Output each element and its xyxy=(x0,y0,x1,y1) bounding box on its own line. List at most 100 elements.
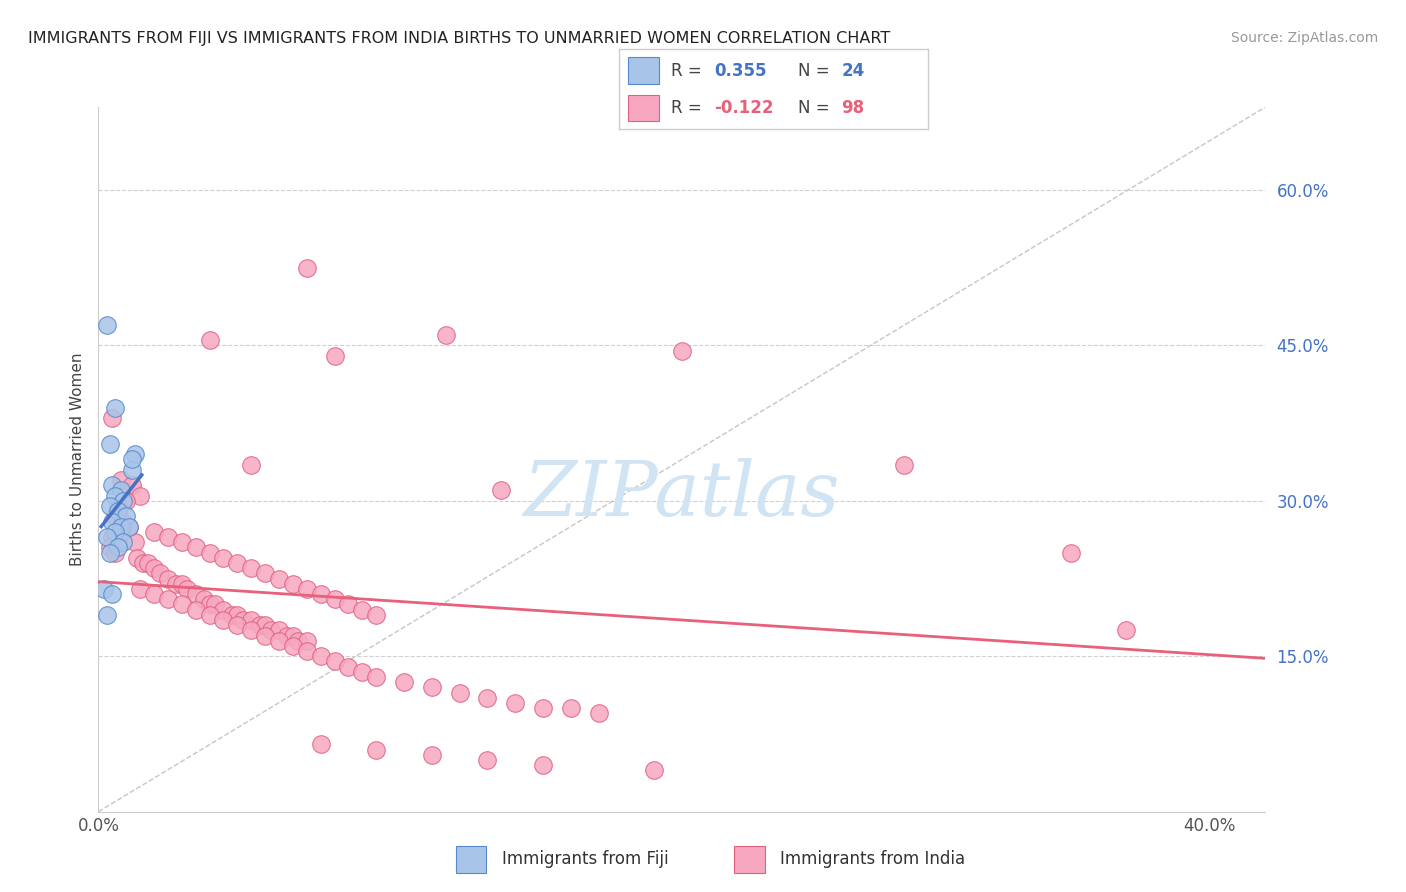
Point xyxy=(156,530,179,544)
Point xyxy=(212,613,235,627)
Point xyxy=(240,561,263,575)
Point xyxy=(309,587,332,601)
Point xyxy=(531,758,554,772)
Point xyxy=(110,524,132,539)
Point xyxy=(204,598,226,612)
Point xyxy=(434,328,457,343)
Point xyxy=(165,576,187,591)
Point xyxy=(295,260,318,275)
Point xyxy=(449,685,471,699)
Point xyxy=(249,618,271,632)
Point xyxy=(132,556,155,570)
Text: N =: N = xyxy=(799,99,835,117)
Point xyxy=(352,665,374,679)
Point xyxy=(198,598,221,612)
Point xyxy=(337,659,360,673)
Point xyxy=(392,675,415,690)
FancyBboxPatch shape xyxy=(734,847,765,873)
Point xyxy=(176,582,198,596)
Point xyxy=(212,550,235,565)
Point xyxy=(337,598,360,612)
Point xyxy=(121,452,143,467)
Point xyxy=(295,582,318,596)
Point xyxy=(110,520,132,534)
Text: IMMIGRANTS FROM FIJI VS IMMIGRANTS FROM INDIA BIRTHS TO UNMARRIED WOMEN CORRELAT: IMMIGRANTS FROM FIJI VS IMMIGRANTS FROM … xyxy=(28,31,890,46)
Text: Immigrants from Fiji: Immigrants from Fiji xyxy=(502,849,669,868)
Point xyxy=(671,343,693,358)
Point xyxy=(254,618,277,632)
Point xyxy=(491,483,513,498)
Point xyxy=(643,764,665,778)
Text: -0.122: -0.122 xyxy=(714,99,775,117)
Point xyxy=(309,649,332,664)
Point xyxy=(110,483,132,498)
Point xyxy=(104,401,127,415)
Point xyxy=(560,701,582,715)
Point xyxy=(531,701,554,715)
Text: N =: N = xyxy=(799,62,835,79)
Point xyxy=(226,607,249,622)
Point xyxy=(1060,546,1083,560)
Point xyxy=(240,624,263,638)
Point xyxy=(138,556,160,570)
Point xyxy=(170,535,193,549)
Point xyxy=(276,628,298,642)
Point xyxy=(143,587,166,601)
Text: Source: ZipAtlas.com: Source: ZipAtlas.com xyxy=(1230,31,1378,45)
Point xyxy=(129,489,152,503)
Point xyxy=(232,613,254,627)
Text: 98: 98 xyxy=(841,99,865,117)
Point xyxy=(420,681,443,695)
Point xyxy=(96,318,118,332)
Point xyxy=(148,566,170,581)
Point xyxy=(107,541,129,555)
Point xyxy=(420,747,443,762)
Point xyxy=(101,515,124,529)
Text: ZIPatlas: ZIPatlas xyxy=(523,458,841,532)
Point xyxy=(226,556,249,570)
Point xyxy=(104,524,127,539)
Text: Immigrants from India: Immigrants from India xyxy=(780,849,966,868)
Point xyxy=(477,690,499,705)
Point xyxy=(254,628,277,642)
Point xyxy=(104,509,127,524)
Point xyxy=(323,349,346,363)
Point xyxy=(240,613,263,627)
Point xyxy=(101,530,124,544)
Point xyxy=(112,535,135,549)
Point xyxy=(240,458,263,472)
Point xyxy=(295,644,318,658)
Point xyxy=(118,520,141,534)
Point xyxy=(124,535,146,549)
Point xyxy=(115,509,138,524)
Point xyxy=(98,546,121,560)
Point xyxy=(287,633,309,648)
Point xyxy=(115,493,138,508)
Point xyxy=(121,478,143,492)
Point xyxy=(212,602,235,616)
Point xyxy=(143,561,166,575)
Point xyxy=(156,592,179,607)
Point xyxy=(281,576,304,591)
Point xyxy=(260,624,283,638)
Text: 24: 24 xyxy=(841,62,865,79)
Point xyxy=(254,566,277,581)
Point xyxy=(267,633,290,648)
Point xyxy=(143,524,166,539)
Text: R =: R = xyxy=(671,99,707,117)
Point xyxy=(221,607,243,622)
Point xyxy=(96,530,118,544)
Point xyxy=(323,592,346,607)
Y-axis label: Births to Unmarried Women: Births to Unmarried Women xyxy=(69,352,84,566)
Point xyxy=(110,473,132,487)
Point xyxy=(170,576,193,591)
Point xyxy=(98,541,121,555)
Point xyxy=(156,572,179,586)
Point xyxy=(112,493,135,508)
Point xyxy=(124,447,146,461)
Point xyxy=(198,607,221,622)
FancyBboxPatch shape xyxy=(456,847,486,873)
Point xyxy=(366,607,388,622)
Point xyxy=(127,550,149,565)
Point xyxy=(1115,624,1137,638)
